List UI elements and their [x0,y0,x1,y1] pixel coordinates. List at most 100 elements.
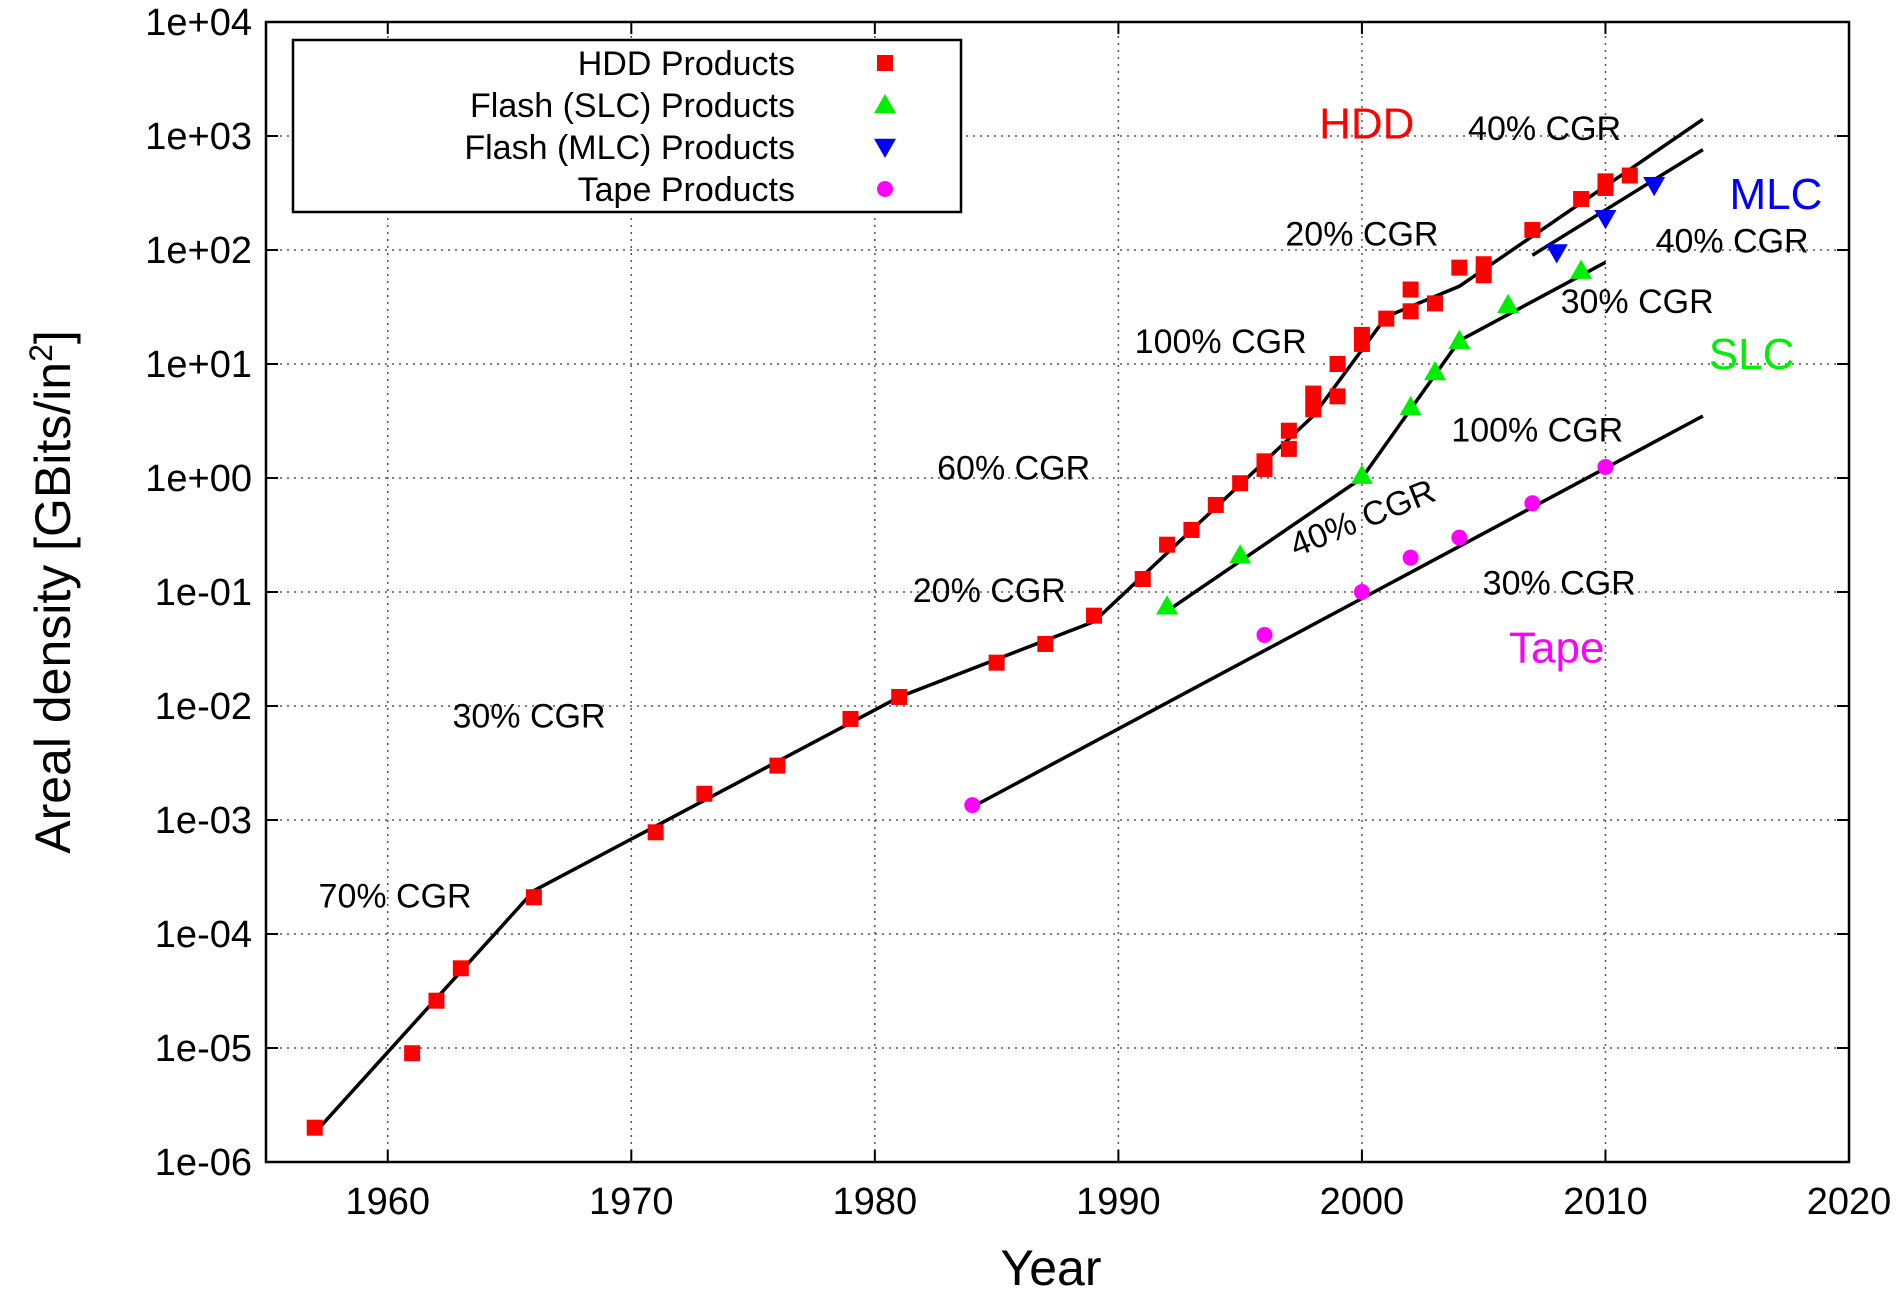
series-tape-products [964,458,1614,814]
data-point [769,757,786,774]
data-point [1426,295,1443,312]
data-point [964,797,981,814]
y-tick-label: 1e-03 [155,800,252,842]
series-flash-slc-products [1156,259,1593,615]
legend-entry-label: Tape Products [578,171,795,209]
data-point [1643,176,1666,197]
cgr-annotation: 100% CGR [1135,323,1307,361]
y-tick-label: 1e-06 [155,1142,252,1184]
data-point [1597,173,1614,190]
data-point [1159,536,1176,553]
data-point [452,960,469,977]
cgr-annotation: 40% CGR [1656,223,1809,261]
y-tick-label: 1e+04 [145,2,252,44]
data-point [1570,259,1593,279]
series-flash-mlc-products [1545,176,1666,264]
data-point [1621,167,1638,184]
group-label-mlc: MLC [1729,170,1822,219]
cgr-annotation: 30% CGR [1561,283,1714,321]
data-point [306,1119,323,1136]
data-point [1573,191,1590,208]
legend-entry-marker [874,138,896,158]
y-tick-label: 1e-02 [155,686,252,728]
data-point [1037,635,1054,652]
data-point [1280,440,1297,457]
data-point [428,992,445,1009]
cgr-annotation: 30% CGR [1483,565,1636,603]
y-tick-label: 1e-04 [155,914,252,956]
data-point [1451,259,1468,276]
legend-box [291,38,963,214]
data-point [1497,293,1520,314]
data-point [1305,401,1322,418]
data-point [1207,496,1224,513]
legend-entry-label: HDD Products [578,45,795,83]
data-point [1545,244,1568,264]
x-tick-label: 1970 [589,1181,674,1223]
cgr-annotation: 20% CGR [913,572,1066,610]
data-point [1232,475,1249,492]
legend-entry-label: Flash (MLC) Products [464,129,795,167]
data-point [1183,521,1200,538]
data-point [842,710,859,727]
y-tick-label: 1e+00 [145,458,252,500]
y-tick-label: 1e+03 [145,116,252,158]
data-point [1350,464,1373,484]
y-tick-label: 1e+01 [145,344,252,386]
data-point [1353,584,1370,600]
trend-line-tape [971,414,1704,809]
x-tick-label: 1980 [833,1181,918,1223]
plot-frame [264,20,1851,1164]
data-point [525,889,542,906]
x-tick-label: 2020 [1807,1181,1892,1223]
data-point [1280,422,1297,439]
group-label-slc: SLC [1709,330,1795,379]
data-point [1423,361,1446,381]
x-tick-label: 2000 [1320,1181,1405,1223]
data-point [1329,388,1346,405]
data-point [1524,495,1541,512]
y-tick-label: 1e-05 [155,1028,252,1070]
data-point [1229,544,1252,564]
cgr-annotation: 60% CGR [937,450,1090,488]
x-tick-label: 2010 [1563,1181,1648,1223]
data-point [1451,529,1468,546]
series-hdd-products [306,167,1638,1136]
data-point [1156,595,1179,615]
cgr-annotation: 100% CGR [1451,411,1623,449]
legend-entry-marker [877,55,893,71]
data-point [1256,626,1273,643]
legend-entry-marker [874,94,896,114]
y-tick-label: 1e+02 [145,230,252,272]
group-label-hdd: HDD [1319,100,1414,149]
data-point [1329,356,1346,372]
data-point [1378,310,1395,327]
data-point [404,1045,421,1062]
x-tick-label: 1990 [1076,1181,1161,1223]
data-point [1305,385,1322,402]
data-point [1399,395,1422,416]
data-point [1594,209,1617,230]
data-point [1402,281,1419,298]
cgr-annotation: 40% CGR [1468,110,1621,148]
axis-ticks: 1960 1970 1980 1990 2000 2010 2020 1e-06 1e-05 1e… [145,2,1891,1223]
data-point [1597,458,1614,475]
trend-line-mlc [1531,148,1704,257]
data-point [1402,549,1419,566]
cgr-annotation: 70% CGR [319,878,472,916]
trend-line-hdd [313,117,1704,1135]
trend-lines [313,117,1704,1135]
data-points [306,167,1666,1136]
data-point [1086,607,1103,624]
data-point [1524,221,1541,238]
y-axis-title: Areal density [GBits/in2] [23,330,81,854]
x-axis-title: Year [1000,1240,1101,1292]
data-point [647,824,664,841]
y-tick-label: 1e-01 [155,572,252,614]
cgr-annotation: 20% CGR [1285,215,1438,253]
legend-entry-label: Flash (SLC) Products [470,87,795,125]
annotations: 70% CGR 30% CGR 20% CGR 60% CGR 100% CGR 20% … [319,100,1823,916]
cgr-annotation: 30% CGR [452,697,605,735]
data-point [1448,329,1471,349]
